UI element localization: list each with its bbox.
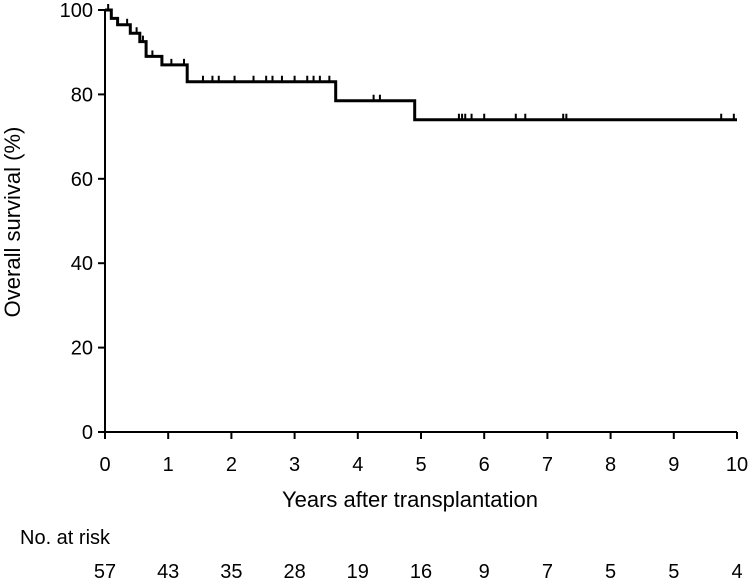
at-risk-value: 9 bbox=[479, 561, 490, 580]
x-axis-title: Years after transplantation bbox=[282, 487, 538, 512]
x-tick-label: 1 bbox=[163, 454, 174, 476]
at-risk-title: No. at risk bbox=[20, 527, 111, 549]
y-tick-label: 0 bbox=[82, 422, 93, 444]
x-axis-ticks: 0 1 2 3 4 5 6 7 8 9 10 bbox=[99, 432, 748, 476]
x-tick-label: 9 bbox=[668, 454, 679, 476]
x-tick-label: 4 bbox=[352, 454, 363, 476]
x-tick-label: 8 bbox=[605, 454, 616, 476]
at-risk-row: 57 43 35 28 19 16 9 7 5 5 4 bbox=[94, 561, 743, 580]
censor-marks bbox=[107, 4, 735, 120]
survival-line bbox=[105, 8, 737, 122]
x-tick-label: 2 bbox=[226, 454, 237, 476]
y-tick-label: 40 bbox=[71, 253, 93, 275]
at-risk-value: 7 bbox=[542, 561, 553, 580]
y-tick-label: 60 bbox=[71, 169, 93, 191]
x-tick-label: 7 bbox=[542, 454, 553, 476]
y-tick-label: 20 bbox=[71, 338, 93, 360]
at-risk-value: 35 bbox=[220, 561, 242, 580]
y-tick-label: 80 bbox=[71, 84, 93, 106]
at-risk-value: 19 bbox=[347, 561, 369, 580]
at-risk-value: 5 bbox=[605, 561, 616, 580]
y-axis-ticks: 0 20 40 60 80 100 bbox=[60, 0, 105, 444]
y-axis-title: Overall survival (%) bbox=[0, 127, 25, 318]
at-risk-value: 16 bbox=[410, 561, 432, 580]
at-risk-value: 5 bbox=[668, 561, 679, 580]
x-tick-label: 5 bbox=[415, 454, 426, 476]
x-tick-label: 3 bbox=[289, 454, 300, 476]
at-risk-value: 28 bbox=[283, 561, 305, 580]
x-tick-label: 0 bbox=[99, 454, 110, 476]
y-tick-label: 100 bbox=[60, 0, 93, 22]
x-tick-label: 10 bbox=[726, 454, 748, 476]
at-risk-value: 57 bbox=[94, 561, 116, 580]
survival-curve bbox=[105, 8, 737, 122]
at-risk-value: 43 bbox=[157, 561, 179, 580]
axes bbox=[104, 10, 737, 433]
x-tick-label: 6 bbox=[479, 454, 490, 476]
at-risk-value: 4 bbox=[731, 561, 742, 580]
